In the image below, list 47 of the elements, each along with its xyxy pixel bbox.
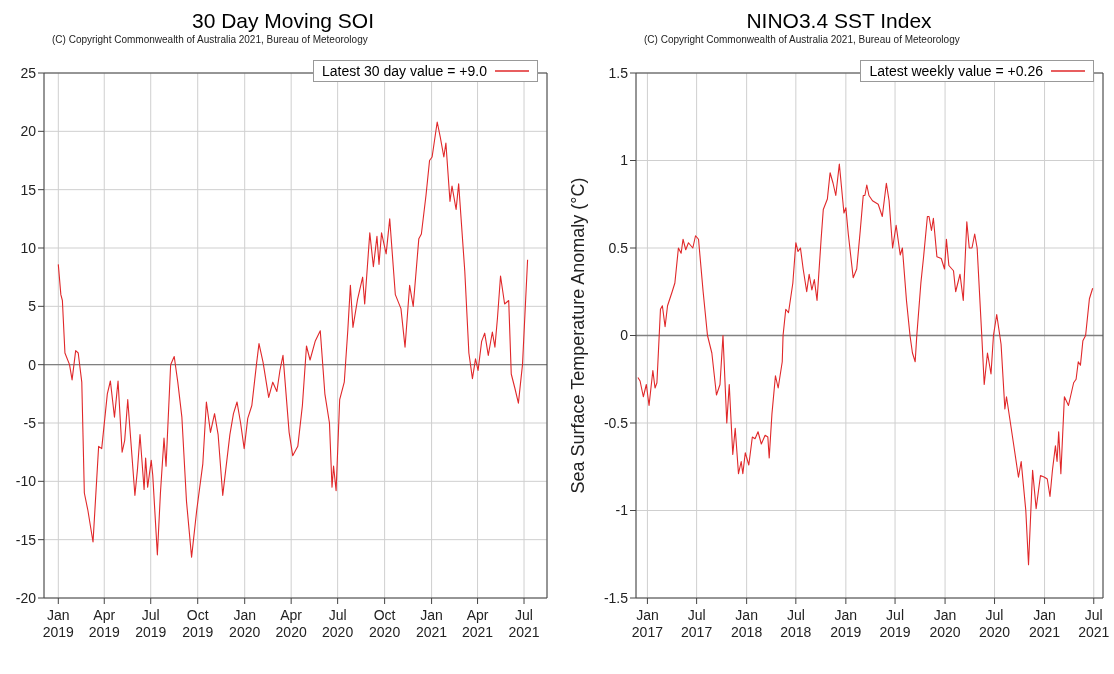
y-tick-label: -20: [15, 589, 37, 606]
legend-label: Latest weekly value = +0.26: [869, 63, 1043, 79]
y-tick-label: 20: [20, 123, 37, 140]
x-tick-label: Jan 2021: [416, 607, 448, 640]
x-tick-label: Apr 2019: [88, 607, 121, 640]
x-tick-label: Jan 2020: [929, 607, 961, 640]
y-tick-label: 15: [20, 181, 37, 198]
y-tick-label: 0: [620, 327, 629, 344]
x-tick-label: Oct 2019: [182, 607, 214, 640]
x-tick-label: Apr 2020: [275, 607, 307, 640]
y-tick-label: 5: [28, 298, 37, 315]
x-tick-label: Jan 2019: [830, 607, 862, 640]
x-tick-label: Jan 2020: [229, 607, 261, 640]
y-tick-label: -1.5: [603, 589, 629, 606]
x-tick-label: Jul 2020: [978, 607, 1011, 640]
chart-title: 30 Day Moving SOI: [190, 8, 376, 34]
y-tick-label: -0.5: [603, 414, 629, 431]
x-tick-label: Jan 2019: [42, 607, 75, 640]
x-tick-label: Jul 2017: [681, 607, 713, 640]
text: (C) Copyright Commonwealth of Australia 2021, Bureau of Meteorology: [52, 34, 369, 46]
legend-label: Latest 30 day value = +9.0: [321, 63, 487, 79]
y-tick-label: 0.5: [608, 239, 629, 256]
y-tick-label: 10: [20, 239, 37, 256]
x-tick-label: Oct 2020: [369, 607, 401, 640]
y-tick-label: 0: [28, 356, 37, 373]
x-tick-label: Jan 2018: [731, 607, 763, 640]
y-tick-label: 1: [620, 152, 629, 169]
y-tick-label: 25: [20, 64, 37, 81]
y-tick-label: -1: [615, 502, 629, 519]
line-series: [57, 121, 529, 558]
x-tick-label: Apr 2021: [461, 607, 494, 640]
x-tick-label: Jul 2019: [879, 607, 911, 640]
y-tick-label: -10: [15, 473, 37, 490]
y-tick-label: 1.5: [608, 64, 629, 81]
x-tick-label: Jul 2021: [508, 607, 540, 640]
chart-title: NINO3.4 SST Index: [745, 8, 933, 34]
x-tick-label: Jul 2021: [1078, 607, 1110, 640]
x-tick-label: Jul 2019: [135, 607, 167, 640]
x-tick-label: Jan 2017: [631, 607, 664, 640]
x-tick-label: Jul 2020: [322, 607, 354, 640]
x-tick-label: Jul 2018: [780, 607, 812, 640]
text: (C) Copyright Commonwealth of Australia 2021, Bureau of Meteorology: [644, 34, 961, 46]
y-tick-label: -15: [15, 531, 37, 548]
y-tick-label: -5: [23, 414, 37, 431]
line-series: [637, 163, 1094, 566]
y-axis-title: Sea Surface Temperature Anomaly (°C): [568, 177, 588, 494]
x-tick-label: Jan 2021: [1028, 607, 1061, 640]
